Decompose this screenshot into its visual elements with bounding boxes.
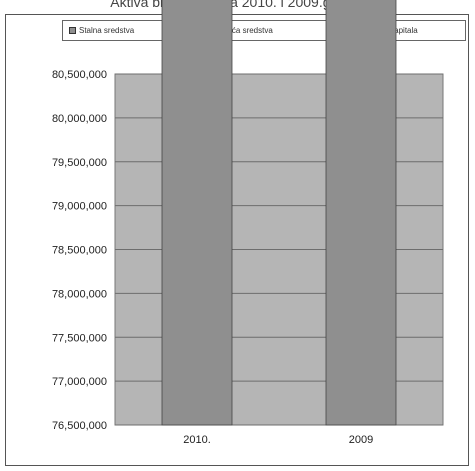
y-tick-label: 78,500,000: [52, 245, 107, 257]
legend-label-stalna-sredstva: Stalna sredstva: [79, 26, 135, 35]
y-tick-label: 76,500,000: [52, 420, 107, 432]
legend-item-stalna-sredstva: Stalna sredstva: [69, 26, 134, 35]
y-tick-label: 80,000,000: [52, 113, 107, 125]
x-tick-label: 2010.: [183, 434, 211, 446]
chart-title: Aktiva bilansa stanja 2010. i 2009.godin…: [110, 0, 365, 10]
y-tick-label: 78,000,000: [52, 288, 107, 300]
legend-swatch-stalna-sredstva: [69, 27, 76, 34]
bar-stalna-sredstva-1: [325, 0, 397, 426]
y-tick-label: 77,000,000: [52, 376, 107, 388]
x-tick-label: 2009: [349, 434, 373, 446]
y-tick-label: 77,500,000: [52, 332, 107, 344]
y-tick-label: 80,500,000: [52, 69, 107, 81]
legend-label-tekuca-sredstva: Tekuća sredstva: [215, 26, 273, 35]
y-tick-label: 79,500,000: [52, 157, 107, 169]
y-tick-label: 79,000,000: [52, 201, 107, 213]
bar-stalna-sredstva-0: [161, 0, 233, 426]
